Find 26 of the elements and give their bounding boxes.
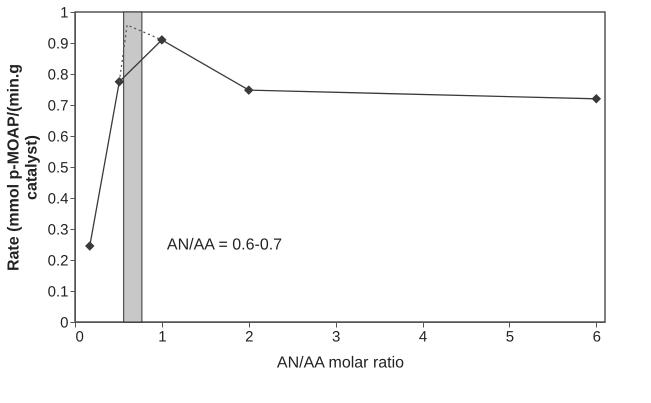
x-tick-label: 6 bbox=[592, 328, 601, 346]
y-tick-label: 0.5 bbox=[48, 160, 68, 176]
x-tick-label: 3 bbox=[332, 328, 340, 346]
y-tick-label: 0.8 bbox=[48, 66, 68, 84]
y-tick-label: 0.3 bbox=[48, 222, 68, 238]
x-tick-label: 4 bbox=[418, 328, 428, 346]
y-tick-label: 0.6 bbox=[48, 128, 68, 146]
point bbox=[592, 94, 602, 104]
y-tick-label: 0.7 bbox=[48, 98, 68, 114]
point bbox=[157, 35, 167, 45]
point bbox=[244, 85, 254, 95]
x-tick-label: 2 bbox=[245, 328, 254, 346]
x-tick-label: 1 bbox=[158, 328, 167, 346]
y-tick-label: 0.9 bbox=[48, 36, 68, 52]
y-tick-label: 0.2 bbox=[48, 252, 68, 270]
y-tick-label: 0.1 bbox=[48, 284, 68, 300]
point bbox=[85, 241, 95, 251]
y-tick-label: 0.4 bbox=[48, 190, 68, 208]
y-axis-title: Rate (mmol p-MOAP/(min.g catalyst) bbox=[6, 64, 41, 272]
point bbox=[114, 77, 124, 86]
x-axis-title: AN/AA molar ratio bbox=[276, 354, 404, 372]
x-tick-label: 0 bbox=[76, 328, 84, 346]
x-tick-label: 5 bbox=[506, 328, 514, 346]
y-tick-label: 1 bbox=[60, 4, 68, 22]
y-tick-label: 0 bbox=[60, 314, 68, 332]
band-label: AN/AA = 0.6-0.7 bbox=[166, 236, 282, 254]
